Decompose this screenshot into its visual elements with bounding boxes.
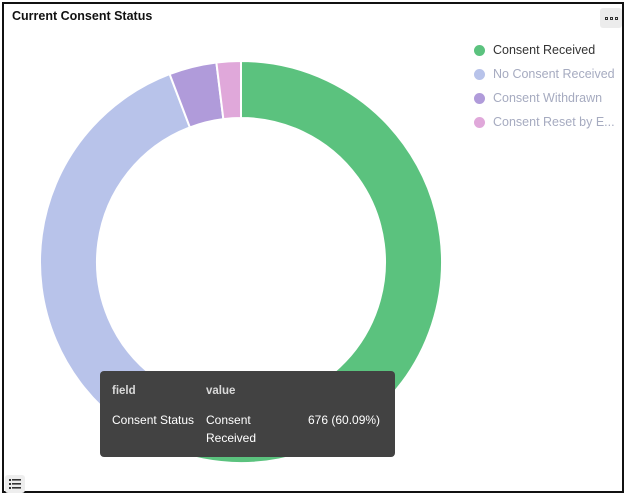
tooltip-value-header: value <box>206 385 236 397</box>
panel-title: Current Consent Status <box>12 9 153 23</box>
legend-item-consent-withdrawn[interactable]: Consent Withdrawn <box>474 86 615 110</box>
ellipsis-icon <box>604 16 618 20</box>
chart-legend: Consent Received No Consent Received Con… <box>474 38 615 134</box>
panel-options-button[interactable] <box>600 8 622 28</box>
tooltip-amount: 676 (60.09%) <box>308 413 381 427</box>
legend-label: Consent Reset by E... <box>493 115 615 129</box>
tooltip-field-header: field <box>112 385 136 397</box>
tooltip-value-line1: Consent <box>206 413 251 427</box>
legend-item-consent-reset[interactable]: Consent Reset by E... <box>474 110 615 134</box>
tooltip-field: Consent Status <box>112 413 195 427</box>
table-toggle-button[interactable] <box>5 475 25 493</box>
tooltip-value-line2: Received <box>206 431 257 445</box>
legend-item-consent-received[interactable]: Consent Received <box>474 38 615 62</box>
legend-dot <box>474 92 485 104</box>
list-icon <box>9 479 21 489</box>
legend-label: Consent Withdrawn <box>493 91 603 105</box>
legend-item-no-consent-received[interactable]: No Consent Received <box>474 62 615 86</box>
legend-label: No Consent Received <box>493 67 615 81</box>
legend-dot <box>474 116 485 128</box>
legend-label: Consent Received <box>493 43 596 57</box>
legend-dot <box>474 44 485 56</box>
chart-tooltip: field value Consent Status Consent Recei… <box>100 371 395 457</box>
donut-slice-3[interactable] <box>215 59 242 121</box>
legend-dot <box>474 68 485 80</box>
donut-slice-1[interactable] <box>39 72 192 426</box>
